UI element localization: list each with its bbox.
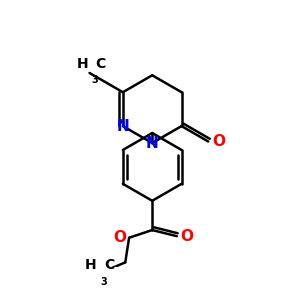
Text: H: H	[85, 258, 97, 272]
Text: 3: 3	[92, 75, 99, 85]
Text: O: O	[212, 134, 225, 149]
Text: C: C	[96, 57, 106, 71]
Text: H: H	[76, 57, 88, 71]
Text: C: C	[104, 258, 115, 272]
Text: N: N	[146, 136, 159, 151]
Text: 3: 3	[100, 277, 107, 287]
Text: O: O	[181, 229, 194, 244]
Text: O: O	[113, 230, 126, 245]
Text: N: N	[116, 118, 129, 134]
